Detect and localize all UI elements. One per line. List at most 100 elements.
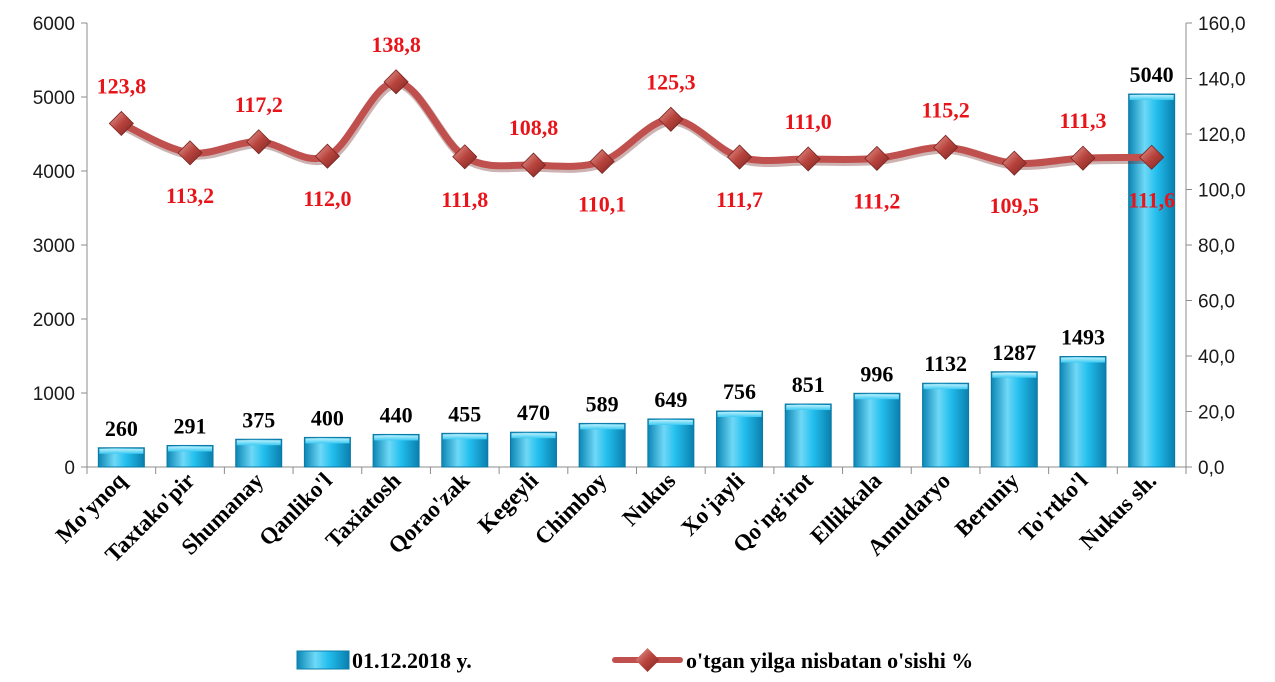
line-value-label: 111,0 — [785, 109, 832, 134]
y-right-tick-label: 80,0 — [1198, 236, 1235, 257]
line-point-marker — [658, 106, 684, 132]
bar-top-highlight — [168, 446, 213, 452]
y-left-tick-label: 2000 — [33, 310, 75, 331]
y-right-tick-label: 140,0 — [1198, 70, 1246, 91]
bar — [1059, 356, 1107, 468]
bar — [784, 403, 832, 468]
bar-top-highlight — [511, 433, 556, 439]
y-left-tick-label: 3000 — [33, 236, 75, 257]
line-value-label: 115,2 — [921, 97, 969, 122]
y-right-tick-label: 0,0 — [1198, 458, 1224, 479]
bar — [716, 410, 764, 468]
axes: 0 1000 2000 3000 4000 5000 6000 0,0 20,0 40,0 60,0… — [33, 14, 1246, 479]
line-point-marker — [452, 144, 478, 170]
line-point-marker — [1139, 144, 1165, 170]
line-value-label: 108,8 — [509, 115, 559, 140]
line-value-label: 109,5 — [990, 193, 1040, 218]
line-value-label: 138,8 — [371, 32, 421, 57]
bar-value-label: 1493 — [1061, 325, 1105, 350]
bar — [990, 371, 1038, 468]
bar-value-label: 756 — [723, 379, 756, 404]
bar-top-highlight — [786, 405, 831, 411]
bar-top-highlight — [99, 448, 144, 454]
line-point-marker — [383, 69, 409, 95]
line-value-label: 111,7 — [716, 187, 763, 212]
y-right-tick-label: 20,0 — [1198, 403, 1235, 424]
line-point-marker — [726, 144, 753, 170]
line-point-marker — [108, 110, 134, 137]
data-labels: 260 291 375 400 440 455 470 589 649 756 851 996 1132… — [97, 32, 1176, 441]
bar-value-label: 1287 — [992, 340, 1036, 365]
line-point-marker — [1070, 145, 1096, 171]
line-value-label: 112,0 — [303, 186, 351, 211]
line-value-label: 111,6 — [1128, 187, 1175, 212]
bar-top-highlight — [236, 440, 281, 446]
bar — [578, 422, 626, 468]
bar-top-highlight — [717, 412, 762, 418]
bar-value-label: 400 — [311, 405, 344, 430]
y-right-tick-label: 40,0 — [1198, 347, 1235, 368]
bar-value-label: 455 — [448, 401, 481, 426]
line-point-marker — [933, 134, 959, 160]
legend: 01.12.2018 y. o'tgan yilga nisbatan o'si… — [296, 648, 973, 673]
line-value-label: 113,2 — [166, 183, 214, 208]
y-right-tick-label: 60,0 — [1198, 292, 1235, 313]
bar-value-label: 440 — [380, 402, 413, 427]
line-point-marker — [864, 145, 890, 171]
bar-top-highlight — [1060, 357, 1105, 363]
line-value-label: 111,2 — [853, 188, 900, 213]
bar-top-highlight — [1129, 95, 1174, 101]
bar-top-highlight — [442, 434, 487, 440]
line-value-label: 111,3 — [1059, 108, 1106, 133]
bar-top-highlight — [305, 438, 350, 444]
bar-top-highlight — [648, 419, 693, 425]
y-left-tick-label: 0 — [64, 458, 75, 479]
bar-value-label: 649 — [654, 387, 687, 412]
line-point-marker — [589, 148, 615, 175]
bar-top-highlight — [923, 384, 968, 390]
y-left-tick-label: 5000 — [33, 88, 75, 109]
y-left-tick-label: 4000 — [33, 162, 75, 183]
line-point-marker — [1001, 150, 1027, 176]
category-label: Chimboy — [530, 468, 612, 550]
category-labels: Mo'ynoqTaxtako'pirShumanayQanliko'lTaxia… — [51, 467, 1161, 567]
line-point-marker — [314, 143, 340, 169]
bar-value-label: 470 — [517, 400, 550, 425]
bar-value-label: 996 — [860, 361, 893, 386]
y-right-tick-label: 100,0 — [1198, 181, 1246, 202]
line-point-marker — [795, 146, 821, 172]
line-value-label: 111,8 — [441, 187, 488, 212]
bar-top-highlight — [580, 424, 625, 430]
y-left-tick-label: 6000 — [33, 14, 75, 35]
line-value-label: 123,8 — [97, 73, 147, 98]
bar — [647, 418, 695, 468]
bar-top-highlight — [854, 394, 899, 400]
y-right-tick-label: 160,0 — [1198, 14, 1246, 35]
line-point-marker — [177, 140, 203, 166]
y-left-tick-label: 1000 — [33, 384, 75, 405]
bar-value-label: 5040 — [1130, 62, 1174, 87]
bar-value-label: 851 — [792, 372, 825, 397]
bar-series — [97, 93, 1176, 468]
bar — [922, 382, 970, 468]
y-right-tick-label: 120,0 — [1198, 125, 1246, 146]
bar-value-label: 589 — [586, 391, 619, 416]
line-path — [117, 78, 1156, 170]
legend-line-marker — [635, 648, 660, 672]
line-series — [108, 69, 1165, 178]
line-value-label: 110,1 — [578, 191, 626, 216]
category-label: Beruniy — [950, 468, 1024, 542]
line-value-label: 125,3 — [646, 69, 696, 94]
legend-bar-swatch — [296, 650, 350, 670]
line-point-marker — [520, 152, 547, 178]
legend-line-label: o'tgan yilga nisbatan o'sishi % — [686, 648, 973, 673]
line-value-label: 117,2 — [235, 92, 283, 117]
bar-top-highlight — [992, 372, 1037, 378]
bar-value-label: 260 — [105, 416, 138, 441]
bar-value-label: 291 — [174, 413, 207, 438]
bar-top-highlight — [374, 435, 419, 441]
line-point-marker — [246, 129, 272, 155]
bar-value-label: 375 — [242, 407, 275, 432]
